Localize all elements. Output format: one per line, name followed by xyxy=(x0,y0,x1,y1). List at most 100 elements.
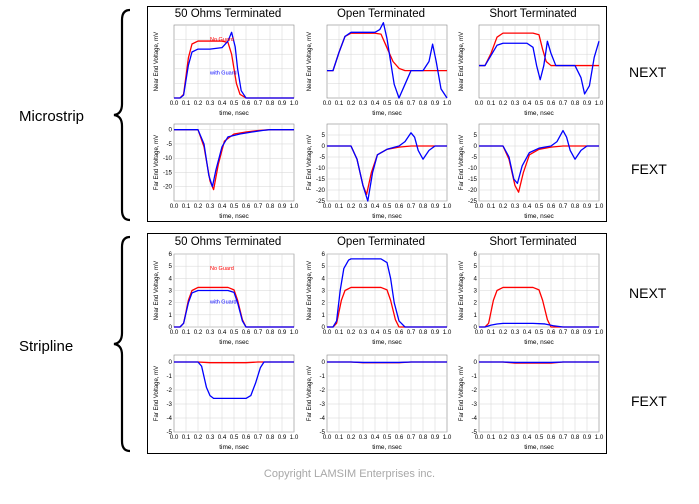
x-tick-label: 0.9 xyxy=(431,203,440,210)
x-tick-label: 0.6 xyxy=(395,434,404,441)
x-tick-label: 0.2 xyxy=(499,329,508,336)
y-tick-label: -5 xyxy=(471,154,477,161)
x-tick-label: 1.0 xyxy=(595,100,604,107)
x-tick-label: 0.4 xyxy=(218,329,227,336)
x-tick-label: 0.9 xyxy=(583,100,592,107)
y-tick-label: 0 xyxy=(474,324,478,331)
x-tick-label: 0.3 xyxy=(511,434,520,441)
chart-stripline-next-open: 0.0 0.1 0.2 0.3 0.4 0.5 0.6 0.7 0.8 0.9 1.0 6 5 4 3 2 1 0… xyxy=(307,251,452,346)
y-tick-label: 5 xyxy=(169,263,173,270)
x-tick-label: 0.0 xyxy=(475,100,484,107)
x-tick-label: 0.6 xyxy=(547,100,556,107)
y-tick-label: 1 xyxy=(322,312,326,319)
x-tick-label: 1.0 xyxy=(443,203,452,210)
y-tick-label: 0 xyxy=(322,359,326,366)
x-tick-label: 0.1 xyxy=(182,434,191,441)
y-tick-label: -15 xyxy=(468,176,478,183)
y-axis-label: Far End Voltage, mV xyxy=(459,366,465,421)
series-line-with-guard xyxy=(174,289,294,328)
legend-with-guard: with Guard xyxy=(209,300,237,306)
x-tick-label: 0.1 xyxy=(335,100,344,107)
y-tick-label: 1 xyxy=(474,312,478,319)
x-tick-label: 0.7 xyxy=(254,329,263,336)
x-tick-label: 0.5 xyxy=(383,203,392,210)
x-tick-label: 1.0 xyxy=(443,434,452,441)
x-tick-label: 0.7 xyxy=(407,434,416,441)
x-tick-label: 0.1 xyxy=(182,329,191,336)
y-tick-label: 0 xyxy=(322,143,326,150)
x-tick-label: 0.7 xyxy=(559,100,568,107)
y-tick-label: 5 xyxy=(474,132,478,139)
chart-stripline-fext-50-ohms: 0.0 0.1 0.2 0.3 0.4 0.5 0.6 0.7 0.8 0.9 1.0 0 -1 -2 -3… xyxy=(154,354,299,451)
x-tick-label: 1.0 xyxy=(290,434,299,441)
series-line-with-guard xyxy=(174,31,294,99)
x-tick-label: 0.5 xyxy=(383,329,392,336)
y-tick-label: 0 xyxy=(169,359,173,366)
x-tick-label: 0.6 xyxy=(395,329,404,336)
series-line-with-guard xyxy=(479,322,599,328)
x-tick-label: 0.7 xyxy=(407,329,416,336)
y-tick-label: 0 xyxy=(322,324,326,331)
y-tick-label: 3 xyxy=(474,288,478,295)
chart-microstrip-next-short: 0.0 0.1 0.2 0.3 0.4 0.5 0.6 0.7 0.8 0.9 1.0 time, n… xyxy=(459,24,604,117)
chart-stripline-next-50-ohms: 0.0 0.1 0.2 0.3 0.4 0.5 0.6 0.7 0.8 0.9 1.0 6 5 4 3 2 1 0… xyxy=(154,251,299,346)
x-tick-label: 0.4 xyxy=(371,100,380,107)
x-tick-label: 0.2 xyxy=(194,434,203,441)
x-tick-label: 0.7 xyxy=(559,203,568,210)
series-line-with-guard xyxy=(327,132,447,202)
x-tick-label: 0.3 xyxy=(206,434,215,441)
x-tick-label: 0.8 xyxy=(419,100,428,107)
x-tick-label: 1.0 xyxy=(443,100,452,107)
x-tick-label: 0.2 xyxy=(194,203,203,210)
y-tick-label: -2 xyxy=(471,387,477,394)
x-tick-label: 0.4 xyxy=(371,329,380,336)
x-tick-label: 0.8 xyxy=(419,434,428,441)
x-tick-label: 0.8 xyxy=(571,100,580,107)
x-axis-label: time, nsec xyxy=(219,110,249,117)
x-tick-label: 0.4 xyxy=(218,100,227,107)
y-tick-label: 3 xyxy=(322,288,326,295)
y-tick-label: 2 xyxy=(322,300,326,307)
y-tick-label: 5 xyxy=(474,263,478,270)
y-tick-label: 5 xyxy=(322,263,326,270)
chart-stripline-fext-open: 0.0 0.1 0.2 0.3 0.4 0.5 0.6 0.7 0.8 0.9 1.0 0 -1 -2 -3… xyxy=(307,354,452,451)
y-axis-label: Near End Voltage, mV xyxy=(459,261,465,320)
chart-microstrip-next-open: 0.0 0.1 0.2 0.3 0.4 0.5 0.6 0.7 0.8 0.9 1.0 time, n… xyxy=(307,22,452,117)
x-tick-label: 1.0 xyxy=(290,329,299,336)
y-tick-label: 1 xyxy=(169,312,173,319)
x-axis-label: time, nsec xyxy=(524,444,554,451)
series-line-with-guard xyxy=(174,129,294,188)
x-tick-label: 0.9 xyxy=(431,434,440,441)
x-tick-label: 0.2 xyxy=(499,100,508,107)
x-tick-label: 0.6 xyxy=(242,203,251,210)
microstrip-fext-label: FEXT xyxy=(631,161,667,177)
y-tick-label: -1 xyxy=(166,373,172,380)
x-tick-label: 0.0 xyxy=(170,329,179,336)
x-tick-label: 0.5 xyxy=(535,329,544,336)
y-axis-label: Far End Voltage, mV xyxy=(459,135,465,190)
x-axis-label: time, nsec xyxy=(524,213,554,220)
stripline-next-label: NEXT xyxy=(629,285,667,301)
x-tick-label: 0.2 xyxy=(194,329,203,336)
x-tick-label: 0.3 xyxy=(359,434,368,441)
x-axis-label: time, nsec xyxy=(524,110,554,117)
x-tick-label: 0.2 xyxy=(499,434,508,441)
y-tick-label: -3 xyxy=(471,401,477,408)
y-tick-label: 6 xyxy=(474,251,478,258)
series-line-with-guard xyxy=(479,129,599,185)
y-tick-label: 5 xyxy=(322,132,326,139)
legend-no-guard: No Guard xyxy=(210,266,234,272)
y-tick-label: -1 xyxy=(319,373,325,380)
y-tick-label: -10 xyxy=(468,165,478,172)
y-tick-label: 2 xyxy=(474,300,478,307)
x-tick-label: 0.7 xyxy=(407,203,416,210)
x-tick-label: 0.6 xyxy=(547,329,556,336)
x-tick-label: 0.2 xyxy=(347,434,356,441)
y-tick-label: -5 xyxy=(319,429,325,436)
x-tick-label: 0.3 xyxy=(206,329,215,336)
x-tick-label: 0.4 xyxy=(371,203,380,210)
x-tick-label: 0.2 xyxy=(499,203,508,210)
x-tick-label: 0.3 xyxy=(359,329,368,336)
series-line-no-guard xyxy=(327,286,447,328)
y-tick-label: -25 xyxy=(316,198,326,205)
